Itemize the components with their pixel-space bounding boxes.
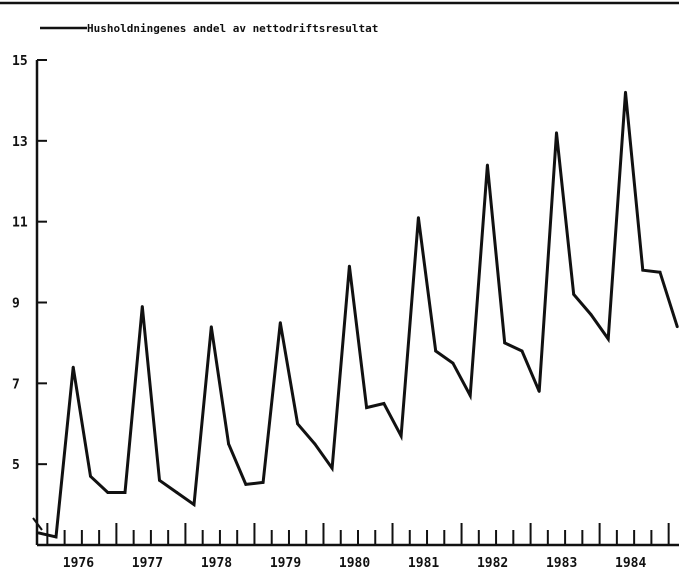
data-point bbox=[158, 478, 161, 482]
legend-label: Husholdningenes andel av nettodriftsresu… bbox=[87, 22, 378, 35]
data-point bbox=[261, 480, 265, 484]
data-point bbox=[313, 442, 317, 446]
x-tick-label: 1982 bbox=[477, 556, 508, 571]
data-point bbox=[658, 270, 662, 274]
data-point bbox=[537, 390, 541, 393]
data-point bbox=[606, 337, 610, 341]
x-tick-label: 1979 bbox=[270, 556, 301, 571]
x-ticks: 1976197719781979198019811982198319841985 bbox=[46, 523, 670, 571]
y-tick-label: 7 bbox=[12, 377, 20, 392]
series-line bbox=[38, 92, 679, 539]
x-tick-label: 1977 bbox=[132, 556, 163, 571]
data-point bbox=[503, 341, 507, 345]
y-tick-label: 11 bbox=[12, 216, 28, 231]
data-point bbox=[140, 305, 144, 308]
y-tick-label: 15 bbox=[12, 54, 28, 69]
data-point bbox=[278, 321, 282, 325]
x-tick-label: 1980 bbox=[339, 556, 370, 571]
data-point bbox=[417, 216, 420, 220]
data-point bbox=[227, 442, 230, 446]
data-point bbox=[123, 491, 127, 494]
data-point bbox=[89, 474, 92, 478]
data-point bbox=[192, 503, 196, 506]
legend: Husholdningenes andel av nettodriftsresu… bbox=[40, 22, 378, 35]
data-point bbox=[399, 434, 403, 438]
x-tick-label: 1983 bbox=[546, 556, 577, 571]
data-point bbox=[106, 491, 110, 494]
y-ticks: 15 13 11 9 7 5 bbox=[12, 54, 47, 473]
data-point bbox=[434, 349, 438, 353]
series bbox=[37, 90, 679, 539]
data-point bbox=[555, 131, 558, 135]
data-point bbox=[624, 90, 627, 94]
x-tick-label: 1976 bbox=[63, 556, 94, 571]
data-point bbox=[589, 313, 593, 317]
y-tick-label: 9 bbox=[12, 297, 20, 312]
data-point bbox=[520, 349, 524, 353]
data-point bbox=[37, 531, 41, 535]
data-point bbox=[347, 264, 351, 268]
data-point bbox=[175, 491, 179, 494]
data-point bbox=[382, 402, 386, 405]
y-tick-label: 13 bbox=[12, 135, 28, 150]
data-point bbox=[572, 293, 576, 296]
data-point bbox=[451, 361, 455, 365]
data-point bbox=[71, 365, 75, 369]
x-tick-label: 1981 bbox=[408, 556, 439, 571]
x-tick-label: 1978 bbox=[201, 556, 232, 571]
data-point bbox=[365, 406, 369, 409]
chart-frame bbox=[0, 1, 679, 547]
data-point bbox=[209, 325, 213, 329]
data-point bbox=[244, 482, 248, 486]
data-point bbox=[675, 325, 679, 329]
data-point bbox=[641, 268, 645, 272]
y-tick-label: 5 bbox=[12, 458, 20, 473]
data-point bbox=[54, 535, 58, 539]
data-point bbox=[330, 466, 334, 470]
x-tick-label: 1984 bbox=[615, 556, 646, 571]
axis-break-mark bbox=[32, 517, 43, 531]
data-point bbox=[486, 163, 489, 167]
data-point bbox=[296, 422, 299, 426]
data-point bbox=[468, 394, 472, 397]
